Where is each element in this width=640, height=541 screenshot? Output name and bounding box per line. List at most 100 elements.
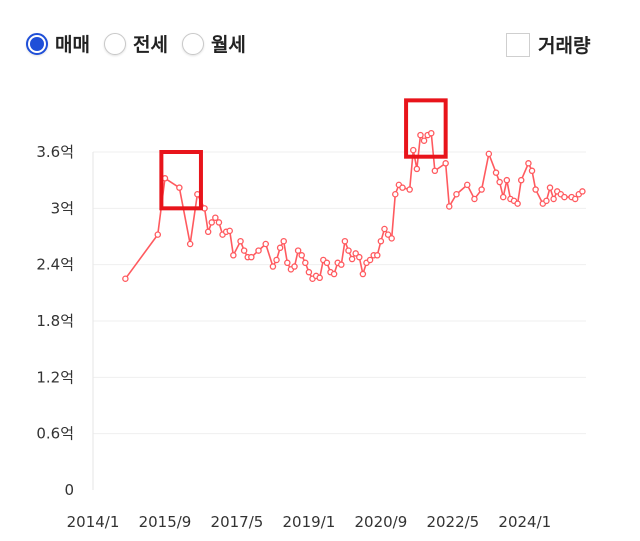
price-data-point	[323, 259, 331, 267]
price-data-point	[399, 184, 406, 191]
price-data-point	[503, 176, 511, 184]
price-data-point	[345, 247, 352, 254]
price-data-point	[453, 190, 460, 198]
price-data-point	[528, 167, 536, 175]
price-data-point	[262, 240, 269, 248]
volume-checkbox-box[interactable]	[506, 32, 530, 57]
price-data-point	[208, 219, 216, 226]
radio-label-monthly-rent: 월세	[210, 34, 246, 56]
price-data-point	[212, 214, 219, 221]
price-data-point	[388, 235, 395, 242]
deal-type-radio-group: 매매 전세 월세	[26, 30, 260, 57]
price-data-point	[525, 160, 532, 167]
price-data-point	[366, 256, 374, 264]
price-data-point	[294, 247, 302, 254]
price-data-point	[341, 237, 349, 245]
price-data-point	[374, 252, 381, 259]
price-data-point	[204, 228, 212, 236]
price-data-point	[276, 244, 284, 252]
price-data-point	[215, 219, 223, 226]
price-data-point	[561, 193, 568, 201]
price-data-point	[240, 247, 248, 254]
price-data-point	[298, 252, 305, 259]
radio-monthly-rent[interactable]: 월세	[181, 30, 246, 57]
price-data-point	[348, 255, 356, 263]
y-tick-label: 0	[64, 481, 74, 499]
y-tick-label: 1.8억	[36, 312, 74, 330]
price-data-point	[316, 274, 323, 282]
price-data-point	[478, 186, 485, 193]
price-data-point	[237, 237, 244, 245]
x-tick-label: 2019/1	[283, 513, 336, 531]
x-tick-label: 2022/5	[426, 513, 479, 531]
price-data-point	[471, 195, 478, 203]
radio-jeonse[interactable]: 전세	[103, 30, 168, 57]
highlight-layer	[159, 98, 448, 211]
price-data-point	[571, 195, 579, 203]
price-data-point	[356, 253, 363, 261]
radio-circle-monthly-rent[interactable]	[181, 32, 204, 55]
radio-circle-jeonse[interactable]	[103, 32, 126, 55]
price-data-point	[410, 146, 417, 154]
price-data-point	[492, 169, 500, 176]
price-data-point	[176, 184, 183, 191]
price-data-point	[406, 186, 413, 193]
price-data-point	[496, 178, 503, 186]
price-data-point	[269, 263, 277, 270]
price-data-point	[305, 268, 313, 276]
axis-layer: 0 0.6억 1.2억 1.8억 2.4억 3억 3.6억 2014/1 2015/9 2017/…	[36, 143, 551, 531]
y-tick-label: 2.4억	[36, 256, 74, 274]
price-data-point	[392, 190, 399, 198]
price-data-point	[248, 253, 255, 261]
price-data-point	[532, 186, 539, 193]
radio-label-jeonse: 전세	[132, 34, 168, 56]
price-data-point	[442, 160, 449, 167]
price-data-point	[431, 167, 439, 175]
y-tick-label: 3.6억	[36, 143, 74, 161]
series-layer	[122, 129, 586, 282]
price-data-point	[359, 270, 367, 278]
price-data-point	[338, 261, 345, 268]
price-data-point	[381, 225, 388, 233]
price-data-point	[255, 247, 262, 254]
price-data-point	[499, 193, 507, 201]
price-data-point	[517, 176, 525, 184]
radio-label-sale: 매매	[55, 34, 90, 56]
price-data-point	[485, 150, 493, 158]
price-data-point	[122, 275, 129, 282]
price-data-point	[546, 184, 554, 191]
chart-controls: 매매 전세 월세 거래량	[0, 0, 640, 90]
price-data-point	[302, 259, 309, 267]
price-data-point	[280, 237, 287, 245]
highlight-box	[159, 150, 203, 211]
price-data-point	[420, 137, 428, 144]
price-data-point	[463, 181, 471, 189]
price-data-point	[284, 259, 291, 267]
price-data-point	[417, 131, 424, 139]
grid-layer	[93, 151, 586, 435]
price-data-point	[446, 203, 453, 210]
highlight-box	[404, 98, 448, 159]
price-data-point	[550, 195, 557, 203]
radio-dot	[30, 36, 44, 51]
price-data-point	[291, 263, 298, 270]
price-data-point	[543, 197, 550, 205]
x-tick-label: 2014/1	[67, 513, 120, 531]
price-data-point	[579, 188, 586, 195]
price-data-point	[352, 250, 359, 257]
price-data-point	[273, 256, 280, 264]
x-tick-label: 2024/1	[498, 513, 551, 531]
y-tick-label: 3억	[51, 199, 74, 217]
volume-checkbox-label: 거래량	[538, 35, 591, 57]
price-data-point	[384, 231, 392, 238]
price-data-point	[377, 237, 385, 245]
price-data-point	[226, 227, 233, 235]
price-data-point	[428, 129, 435, 137]
price-data-point	[154, 231, 162, 238]
radio-circle-sale-selected[interactable]	[26, 32, 48, 55]
volume-checkbox[interactable]: 거래량	[506, 31, 590, 58]
price-data-point	[186, 240, 194, 248]
x-tick-label: 2020/9	[354, 513, 407, 531]
radio-sale[interactable]: 매매	[26, 30, 90, 57]
